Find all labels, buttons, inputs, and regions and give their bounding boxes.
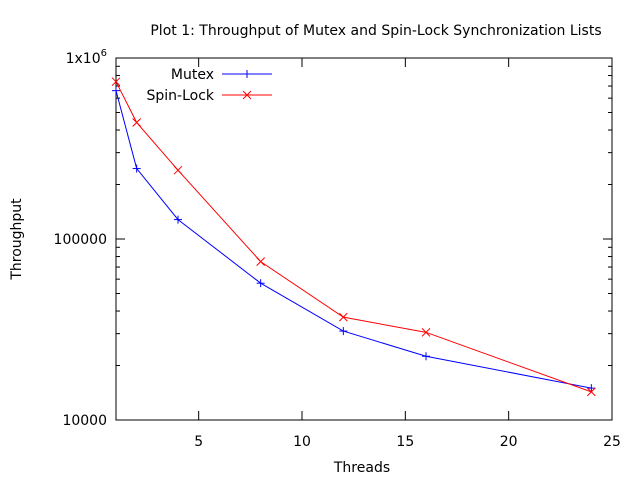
y-tick-label: 100000 [54, 232, 107, 248]
series-line-spin-lock [115, 81, 592, 393]
x-tick-label: 10 [293, 434, 311, 450]
data-point-spin-lock [173, 165, 183, 175]
legend-label-spin-lock: Spin-Lock [146, 88, 214, 104]
legend-label-mutex: Mutex [171, 67, 214, 83]
series-layer [111, 77, 596, 397]
marker-stroke [132, 118, 142, 127]
marker-stroke [586, 387, 596, 397]
data-point-mutex [256, 279, 265, 288]
data-point-mutex [587, 384, 596, 393]
data-point-spin-lock [421, 327, 431, 337]
legend: Mutex Spin-Lock [146, 67, 272, 104]
marker-stroke [173, 165, 183, 175]
data-point-mutex [339, 327, 348, 336]
plot-frame [115, 57, 613, 421]
marker-stroke [256, 257, 266, 266]
data-point-mutex [174, 215, 182, 224]
y-tick-label: 10000 [62, 413, 107, 429]
marker-stroke [338, 312, 348, 322]
data-point-spin-lock [111, 77, 121, 87]
data-point-mutex [422, 352, 430, 361]
x-axis-label: Threads [333, 460, 390, 476]
legend-marker-spin-lock [242, 90, 252, 100]
x-tick-label: 20 [500, 434, 518, 450]
y-axis: 10000 100000 1x106 [54, 48, 612, 429]
x-tick-label: 15 [396, 434, 414, 450]
series-line-mutex [115, 90, 592, 389]
legend-marker-mutex [243, 70, 251, 78]
marker-stroke [421, 327, 431, 337]
y-axis-label: Throughput [9, 198, 25, 281]
data-point-spin-lock [132, 118, 142, 127]
marker-stroke [242, 90, 252, 100]
x-tick-label: 25 [603, 434, 621, 450]
marker-stroke [111, 77, 121, 87]
x-axis: 5 10 15 20 25 [194, 58, 621, 450]
chart-title: Plot 1: Throughput of Mutex and Spin-Loc… [150, 23, 601, 39]
y-tick-label: 1x106 [66, 48, 107, 67]
data-point-spin-lock [586, 387, 596, 397]
data-point-mutex [112, 86, 120, 95]
x-tick-label: 5 [194, 434, 203, 450]
data-point-spin-lock [256, 257, 266, 266]
data-point-mutex [132, 164, 141, 173]
data-point-spin-lock [338, 312, 348, 322]
